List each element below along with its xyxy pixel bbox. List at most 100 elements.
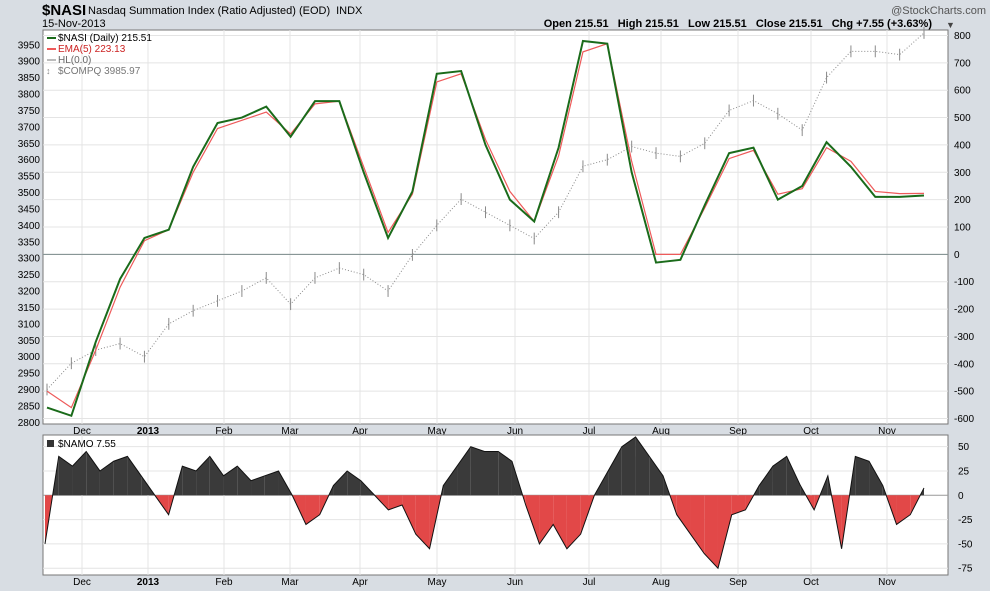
right-tick-label: -300 <box>954 332 974 343</box>
legend-compq: $COMPQ 3985.97 <box>58 66 141 77</box>
left-tick-label: 3800 <box>18 90 41 101</box>
namo-area-segment <box>635 436 650 496</box>
namo-area-segment <box>443 466 458 496</box>
main-x-tick-label: Jul <box>583 426 596 437</box>
namo-area-segment <box>608 446 622 496</box>
left-tick-label: 3400 <box>18 221 41 232</box>
namo-area-segment <box>182 466 197 496</box>
main-x-tick-label: Aug <box>652 426 670 437</box>
right-tick-label: -100 <box>954 277 974 288</box>
namo-area-segment <box>113 456 128 496</box>
collapse-arrow-icon[interactable]: ▼ <box>946 20 955 30</box>
right-tick-label: 500 <box>954 113 971 124</box>
lower-legend-icon <box>47 440 54 447</box>
left-tick-label: 3500 <box>18 188 41 199</box>
lower-tick-label: -25 <box>958 515 973 526</box>
namo-area-segment <box>772 456 787 496</box>
lower-x-tick-label: Feb <box>215 577 233 588</box>
lower-x-tick-label: Nov <box>878 577 896 588</box>
left-price-axis: 2800 2850 2900 2950 3000 3050 3100 3150 3200 3250… <box>18 40 41 429</box>
right-tick-label: -200 <box>954 305 974 316</box>
namo-area-segment <box>704 495 718 569</box>
right-tick-label: 100 <box>954 223 971 234</box>
chart-credit: @StockCharts.com <box>891 5 986 17</box>
left-tick-label: 3550 <box>18 172 41 183</box>
legend-ema: EMA(5) 223.13 <box>58 44 126 55</box>
right-tick-label: 300 <box>954 168 971 179</box>
lower-x-tick-label: Sep <box>729 577 747 588</box>
main-x-tick-label: Oct <box>803 426 819 437</box>
lower-x-tick-label: May <box>428 577 447 588</box>
namo-area-segment <box>237 466 252 496</box>
left-tick-label: 2800 <box>18 418 41 429</box>
lower-x-tick-label: 2013 <box>137 577 160 588</box>
namo-area-segment <box>402 495 416 535</box>
namo-area-segment <box>786 456 801 496</box>
lower-x-tick-label: Oct <box>803 577 819 588</box>
main-x-tick-label: Sep <box>729 426 747 437</box>
chart-name: Nasdaq Summation Index (Ratio Adjusted) … <box>88 5 363 17</box>
main-legend: $NASI (Daily) 215.51 EMA(5) 223.13 HL(0.… <box>46 33 152 77</box>
left-tick-label: 3450 <box>18 204 41 215</box>
left-tick-label: 3700 <box>18 122 41 133</box>
namo-area-segment <box>58 456 73 496</box>
lower-tick-label: 0 <box>958 491 964 502</box>
namo-area-segment <box>470 446 485 496</box>
namo-area-segment <box>566 495 581 549</box>
right-tick-label: -400 <box>954 359 974 370</box>
main-x-tick-label: Dec <box>73 426 91 437</box>
main-series-layer <box>43 27 948 418</box>
main-x-tick-label: Apr <box>352 426 368 437</box>
right-tick-label: 800 <box>954 31 971 42</box>
lower-x-axis: Dec 2013 Feb Mar Apr May Jun Jul Aug Sep Oct Nov <box>73 577 896 588</box>
namo-area-segment <box>347 470 361 496</box>
namo-area-segment <box>484 451 499 496</box>
lower-legend: $NAMO 7.55 <box>58 439 116 450</box>
chart-symbol: $NASI <box>42 2 86 19</box>
left-tick-label: 3950 <box>18 40 41 51</box>
namo-area-segment <box>731 495 746 515</box>
nasi-line <box>46 39 925 418</box>
namo-area-segment <box>621 436 636 496</box>
namo-area-segment <box>539 495 554 544</box>
namo-area-segment <box>676 495 691 535</box>
main-x-tick-label: 2013 <box>137 426 160 437</box>
namo-area-segment <box>264 470 279 496</box>
namo-area-segment <box>127 456 142 496</box>
main-x-tick-label: Jun <box>507 426 523 437</box>
left-tick-label: 3850 <box>18 73 41 84</box>
legend-hl: HL(0.0) <box>58 55 91 66</box>
right-tick-label: 600 <box>954 86 971 97</box>
left-tick-label: 3200 <box>18 287 41 298</box>
legend-compq-icon: ↕ <box>46 66 51 76</box>
namo-area-segment <box>759 466 773 496</box>
left-tick-label: 2850 <box>18 401 41 412</box>
left-tick-label: 3250 <box>18 270 41 281</box>
chart-date: 15-Nov-2013 <box>42 18 106 30</box>
right-tick-label: 200 <box>954 195 971 206</box>
left-tick-label: 3350 <box>18 237 41 248</box>
ohlc-readout: Open 215.51 High 215.51 Low 215.51 Close… <box>544 18 933 30</box>
namo-area-segment <box>553 495 567 549</box>
lower-x-tick-label: Apr <box>352 577 368 588</box>
namo-area-segment <box>457 446 471 496</box>
left-tick-label: 3300 <box>18 254 41 265</box>
namo-line <box>44 436 925 570</box>
left-tick-label: 3650 <box>18 139 41 150</box>
left-tick-label: 3150 <box>18 303 41 314</box>
namo-area-segment <box>525 495 540 544</box>
chart-name-text: Nasdaq Summation Index (Ratio Adjusted) … <box>88 5 330 17</box>
main-x-tick-label: Nov <box>878 426 896 437</box>
left-tick-label: 3750 <box>18 106 41 117</box>
right-tick-label: -600 <box>954 414 974 425</box>
lower-x-tick-label: Aug <box>652 577 670 588</box>
namo-area-segment <box>717 495 732 569</box>
left-tick-label: 3600 <box>18 155 41 166</box>
left-tick-label: 2900 <box>18 385 41 396</box>
lower-tick-label: 25 <box>958 466 970 477</box>
left-tick-label: 3000 <box>18 352 41 363</box>
left-tick-label: 3900 <box>18 57 41 68</box>
namo-area-segment <box>649 456 664 496</box>
chart-exchange: INDX <box>336 5 363 17</box>
